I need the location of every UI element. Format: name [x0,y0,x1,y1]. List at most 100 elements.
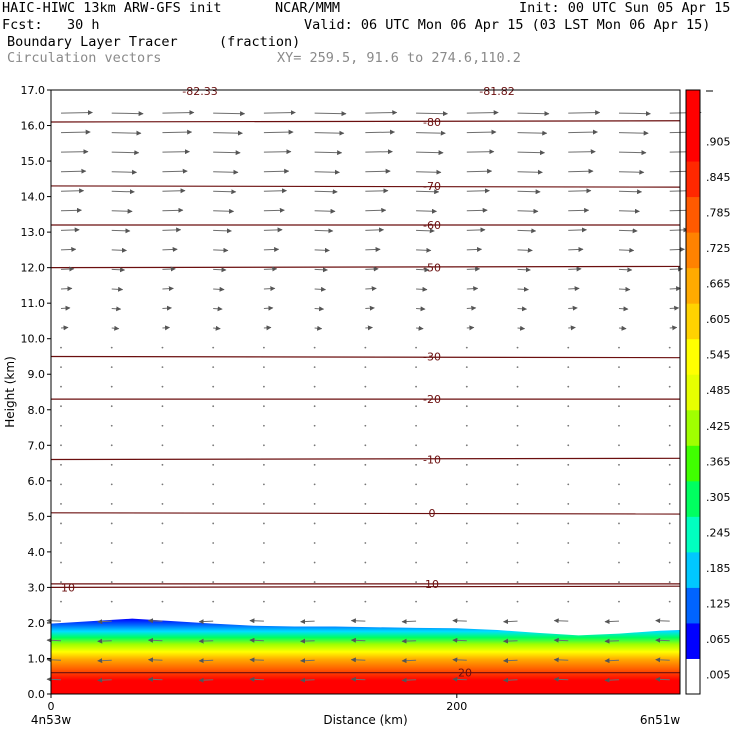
circulation-vector [568,325,576,331]
circulation-vector [517,228,537,234]
circulation-vector [60,149,89,155]
circulation-vector [111,150,140,156]
vector-dot [618,522,620,525]
vector-dot [212,346,215,349]
isotherm-line [50,185,681,188]
circulation-vector [655,676,670,682]
circulation-vector [213,267,227,273]
circulation-vector [249,657,264,663]
vector-dot [415,600,417,603]
circulation-vector [466,286,479,292]
circulation-vector [416,111,448,117]
circulation-vector [452,657,467,663]
circulation-vector [314,247,330,253]
circulation-vector [111,169,138,175]
left-endpoint-label: 4n53w [31,713,72,727]
circulation-vector [60,207,82,213]
colorbar-segment [686,374,700,411]
vector-dot [161,424,164,427]
isotherm-line [50,585,681,589]
vector-dot [668,444,671,447]
colorbar-segment [686,445,700,482]
vector-dot [110,366,113,369]
circulation-vector [249,618,264,624]
vector-dot [313,581,316,583]
circulation-vector [111,228,131,234]
colorbar-label: .305 [706,491,731,504]
colorbar-label: .785 [706,207,731,220]
vector-dot [567,522,570,525]
circulation-vector [416,228,435,234]
vector-dot [110,561,113,564]
vector-dot [364,405,367,408]
colorbar-label: .485 [706,384,731,397]
vector-dot [618,444,620,447]
circulation-vector [365,286,377,292]
vector-dot [465,463,468,466]
circulation-vector [416,208,437,214]
vector-dot [110,444,113,447]
vector-dot [212,444,215,447]
plot-frame [50,89,681,695]
vector-dot [465,600,468,603]
vector-dot [516,600,519,603]
circulation-vector [568,227,587,233]
valid-time: Valid: 06 UTC Mon 06 Apr 15 (03 LST Mon … [304,17,711,33]
colorbar-segment [686,90,700,127]
vector-dot [465,405,468,408]
circulation-vector [365,149,393,155]
isotherm-label: -50 [423,262,441,275]
vector-dot [567,561,570,564]
isotherm-label: -60 [423,219,441,232]
vector-dot [313,463,316,466]
y-tick-label: 2.0 [28,617,46,630]
vector-dot [263,542,265,544]
circulation-vector [314,208,336,214]
vector-dot [60,405,62,408]
vector-dot [313,600,316,603]
circulation-vector [198,638,214,644]
vector-dot [516,424,519,427]
vector-dot [364,483,367,486]
circulation-vector [568,129,598,135]
circulation-vector [213,111,246,117]
circulation-vector [669,246,685,252]
circulation-vector [213,247,229,253]
circulation-vector [147,637,163,643]
vector-dot [465,561,468,564]
vector-dot [110,522,113,525]
circulation-vector [97,619,112,625]
circulation-vector [213,286,225,292]
circulation-vector [213,306,223,312]
circulation-vector [46,657,62,663]
circulation-vector [517,247,533,253]
circulation-vector [517,267,531,273]
vector-dot [465,542,468,544]
vector-dot [516,503,519,505]
colorbar-segment [686,267,700,304]
colorbar-label: .905 [706,136,731,149]
min-label: -81.82 [479,85,514,98]
vector-dot [567,366,570,369]
circulation-vector [46,676,62,682]
vector-dot [415,366,417,369]
circulation-vector [314,169,340,175]
colorbar-segment [686,338,700,375]
isotherm-label: 0 [429,507,436,520]
circulation-vector [46,637,62,643]
circulation-vector [568,266,582,272]
circulation-vector [655,637,670,643]
y-tick-label: 1.0 [28,652,46,665]
vector-dot [313,385,316,388]
y-tick-label: 11.0 [21,297,46,310]
vector-dot [110,405,113,408]
vector-dot [465,581,468,583]
init-time: Init: 00 UTC Sun 05 Apr 15 [519,0,731,16]
circulation-vector [655,618,670,624]
circulation-vector [111,325,120,331]
circulation-vector [452,676,467,682]
circulation-vector [669,227,689,233]
isotherm-label: -10 [423,454,441,467]
vector-dot [668,483,671,486]
vector-dot [415,463,417,466]
